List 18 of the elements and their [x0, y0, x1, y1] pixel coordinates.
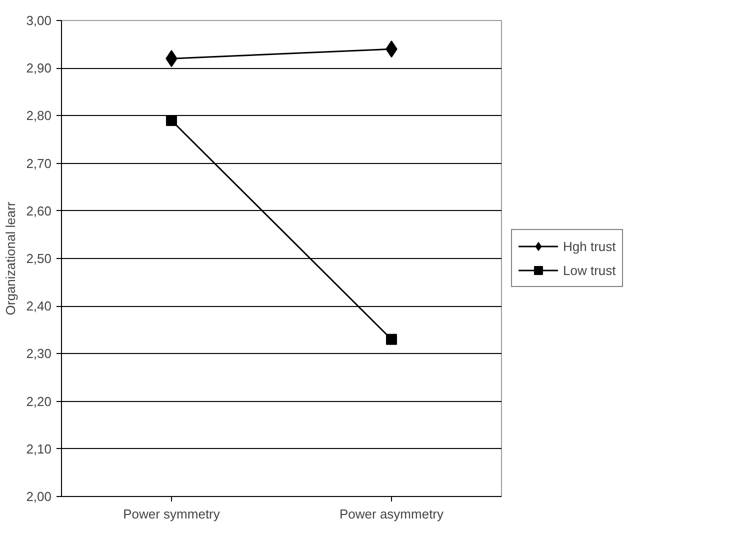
y-tick-label: 2,00	[26, 489, 52, 504]
legend-label: Low trust	[563, 262, 616, 278]
y-tick-label: 2,90	[26, 60, 52, 76]
x-tick-label: Power asymmetry	[339, 506, 444, 522]
y-tick-label: 2,80	[26, 108, 52, 124]
x-tick-label: Power symmetry	[123, 506, 220, 522]
y-tick-label: 2,40	[26, 298, 52, 314]
y-tick-label: 2,50	[26, 251, 52, 266]
y-axis-title: Organizational learr	[3, 201, 18, 316]
point	[166, 114, 177, 126]
y-tick-label: 2,10	[26, 441, 52, 456]
y-tick-label: 2,70	[26, 156, 52, 171]
y-tick-label: 2,30	[26, 346, 52, 362]
legend-label: Hgh trust	[563, 238, 616, 254]
y-tick-label: 2,60	[26, 203, 52, 218]
y-tick-label: 2,20	[26, 394, 52, 409]
y-tick-label: 3,00	[26, 13, 52, 28]
point	[386, 334, 397, 345]
